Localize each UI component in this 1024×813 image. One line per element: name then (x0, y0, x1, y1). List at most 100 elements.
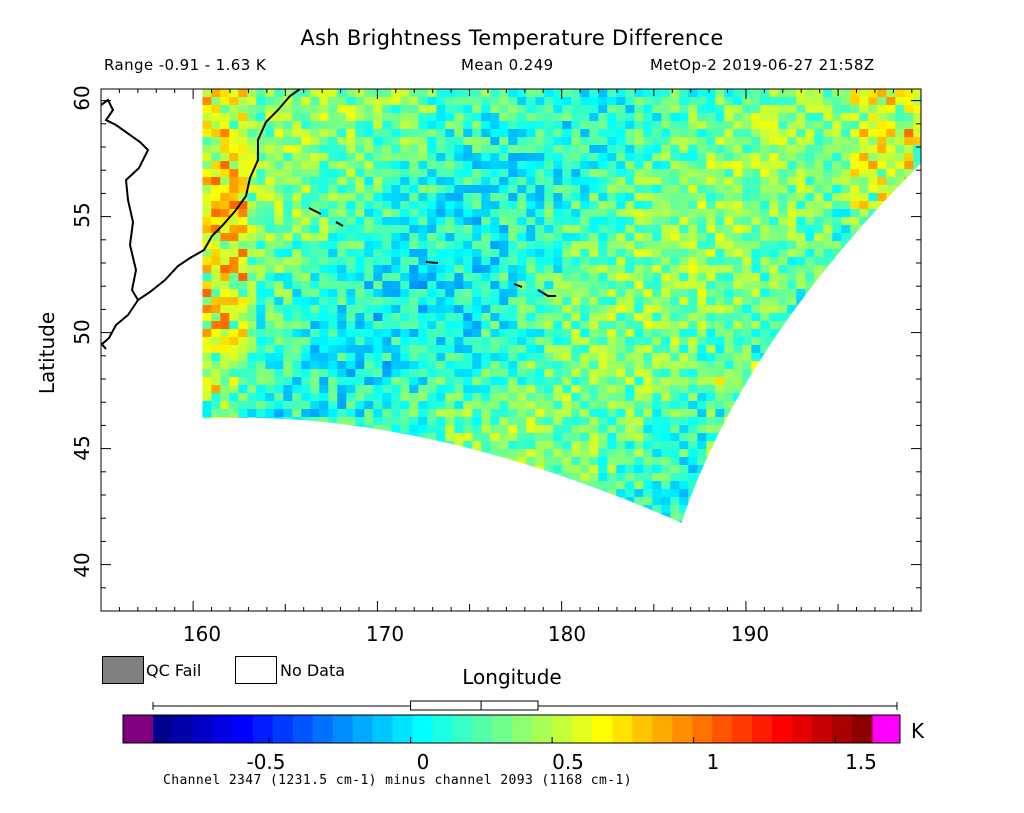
swath-pixel (877, 185, 887, 194)
swath-pixel (580, 361, 590, 370)
swath-pixel (229, 145, 239, 154)
swath-pixel (382, 273, 392, 282)
swath-pixel (589, 329, 599, 338)
swath-pixel (571, 193, 581, 202)
swath-pixel (652, 353, 662, 362)
swath-pixel (463, 297, 473, 306)
swath-pixel (391, 209, 401, 218)
swath-pixel (787, 217, 797, 226)
swath-pixel (607, 89, 617, 98)
swath-pixel (769, 161, 779, 170)
swath-pixel (517, 145, 527, 154)
swath-pixel (778, 225, 788, 234)
swath-pixel (481, 481, 491, 490)
swath-pixel (283, 465, 293, 474)
swath-pixel (688, 521, 698, 523)
swath-pixel (463, 465, 473, 474)
swath-pixel (472, 385, 482, 394)
swath-pixel (337, 345, 347, 354)
swath-pixel (274, 401, 284, 410)
swath-pixel (526, 513, 536, 522)
swath-pixel (652, 457, 662, 466)
swath-pixel (571, 265, 581, 274)
swath-pixel (679, 417, 689, 426)
swath-pixel (427, 145, 437, 154)
swath-pixel (265, 457, 275, 466)
swath-pixel (580, 449, 590, 458)
swath-pixel (445, 321, 455, 330)
swath-pixel (616, 121, 626, 130)
swath-pixel (616, 209, 626, 218)
swath-pixel (463, 313, 473, 322)
swath-pixel (733, 353, 743, 362)
swath-pixel (823, 217, 833, 226)
swath-pixel (409, 169, 419, 178)
swath-pixel (643, 457, 653, 466)
mean-text: Mean 0.249 (461, 56, 554, 74)
swath-pixel (688, 129, 698, 138)
swath-pixel (445, 129, 455, 138)
swath-pixel (697, 433, 707, 442)
swath-pixel (805, 129, 815, 138)
swath-pixel (724, 97, 734, 106)
swath-pixel (814, 145, 824, 154)
swath-pixel (868, 193, 878, 202)
swath-pixel (625, 305, 635, 314)
swath-pixel (715, 281, 725, 290)
swath-pixel (823, 297, 833, 306)
swath-pixel (265, 401, 275, 410)
swath-pixel (688, 385, 698, 394)
swath-pixel (517, 121, 527, 130)
swath-pixel (823, 153, 833, 162)
swath-pixel (499, 521, 509, 523)
swath-pixel (355, 401, 365, 410)
swath-pixel (445, 281, 455, 290)
swath-pixel (589, 161, 599, 170)
swath-pixel (625, 297, 635, 306)
swath-pixel (355, 385, 365, 394)
swath-pixel (904, 361, 914, 370)
swath-pixel (481, 465, 491, 474)
swath-pixel (364, 209, 374, 218)
swath-pixel (301, 273, 311, 282)
swath-pixel (319, 225, 329, 234)
swath-pixel (706, 169, 716, 178)
swath-pixel (688, 89, 698, 98)
swath-pixel (283, 265, 293, 274)
swath-pixel (616, 505, 626, 514)
swath-pixel (625, 473, 635, 482)
swath-pixel (769, 297, 779, 306)
swath-pixel (832, 281, 842, 290)
swath-pixel (238, 217, 248, 226)
swath-pixel (733, 145, 743, 154)
swath-pixel (535, 377, 545, 386)
swath-pixel (625, 105, 635, 114)
swath-pixel (832, 417, 842, 426)
swath-pixel (283, 249, 293, 258)
swath-pixel (238, 361, 248, 370)
swath-pixel (895, 505, 905, 514)
swath-pixel (724, 385, 734, 394)
swath-pixel (355, 457, 365, 466)
swath-pixel (868, 289, 878, 298)
swath-pixel (769, 113, 779, 122)
swath-pixel (796, 145, 806, 154)
swath-pixel (778, 329, 788, 338)
swath-pixel (238, 137, 248, 146)
swath-pixel (607, 209, 617, 218)
swath-pixel (301, 257, 311, 266)
swath-pixel (364, 313, 374, 322)
swath-pixel (787, 129, 797, 138)
swath-pixel (436, 305, 446, 314)
swath-pixel (598, 281, 608, 290)
swath-pixel (481, 377, 491, 386)
swath-pixel (598, 273, 608, 282)
swath-pixel (310, 473, 320, 482)
swath-pixel (742, 353, 752, 362)
swath-pixel (463, 473, 473, 482)
swath-pixel (715, 345, 725, 354)
swath-pixel (256, 121, 266, 130)
swath-pixel (382, 193, 392, 202)
swath-pixel (805, 449, 815, 458)
swath-pixel (247, 321, 257, 330)
